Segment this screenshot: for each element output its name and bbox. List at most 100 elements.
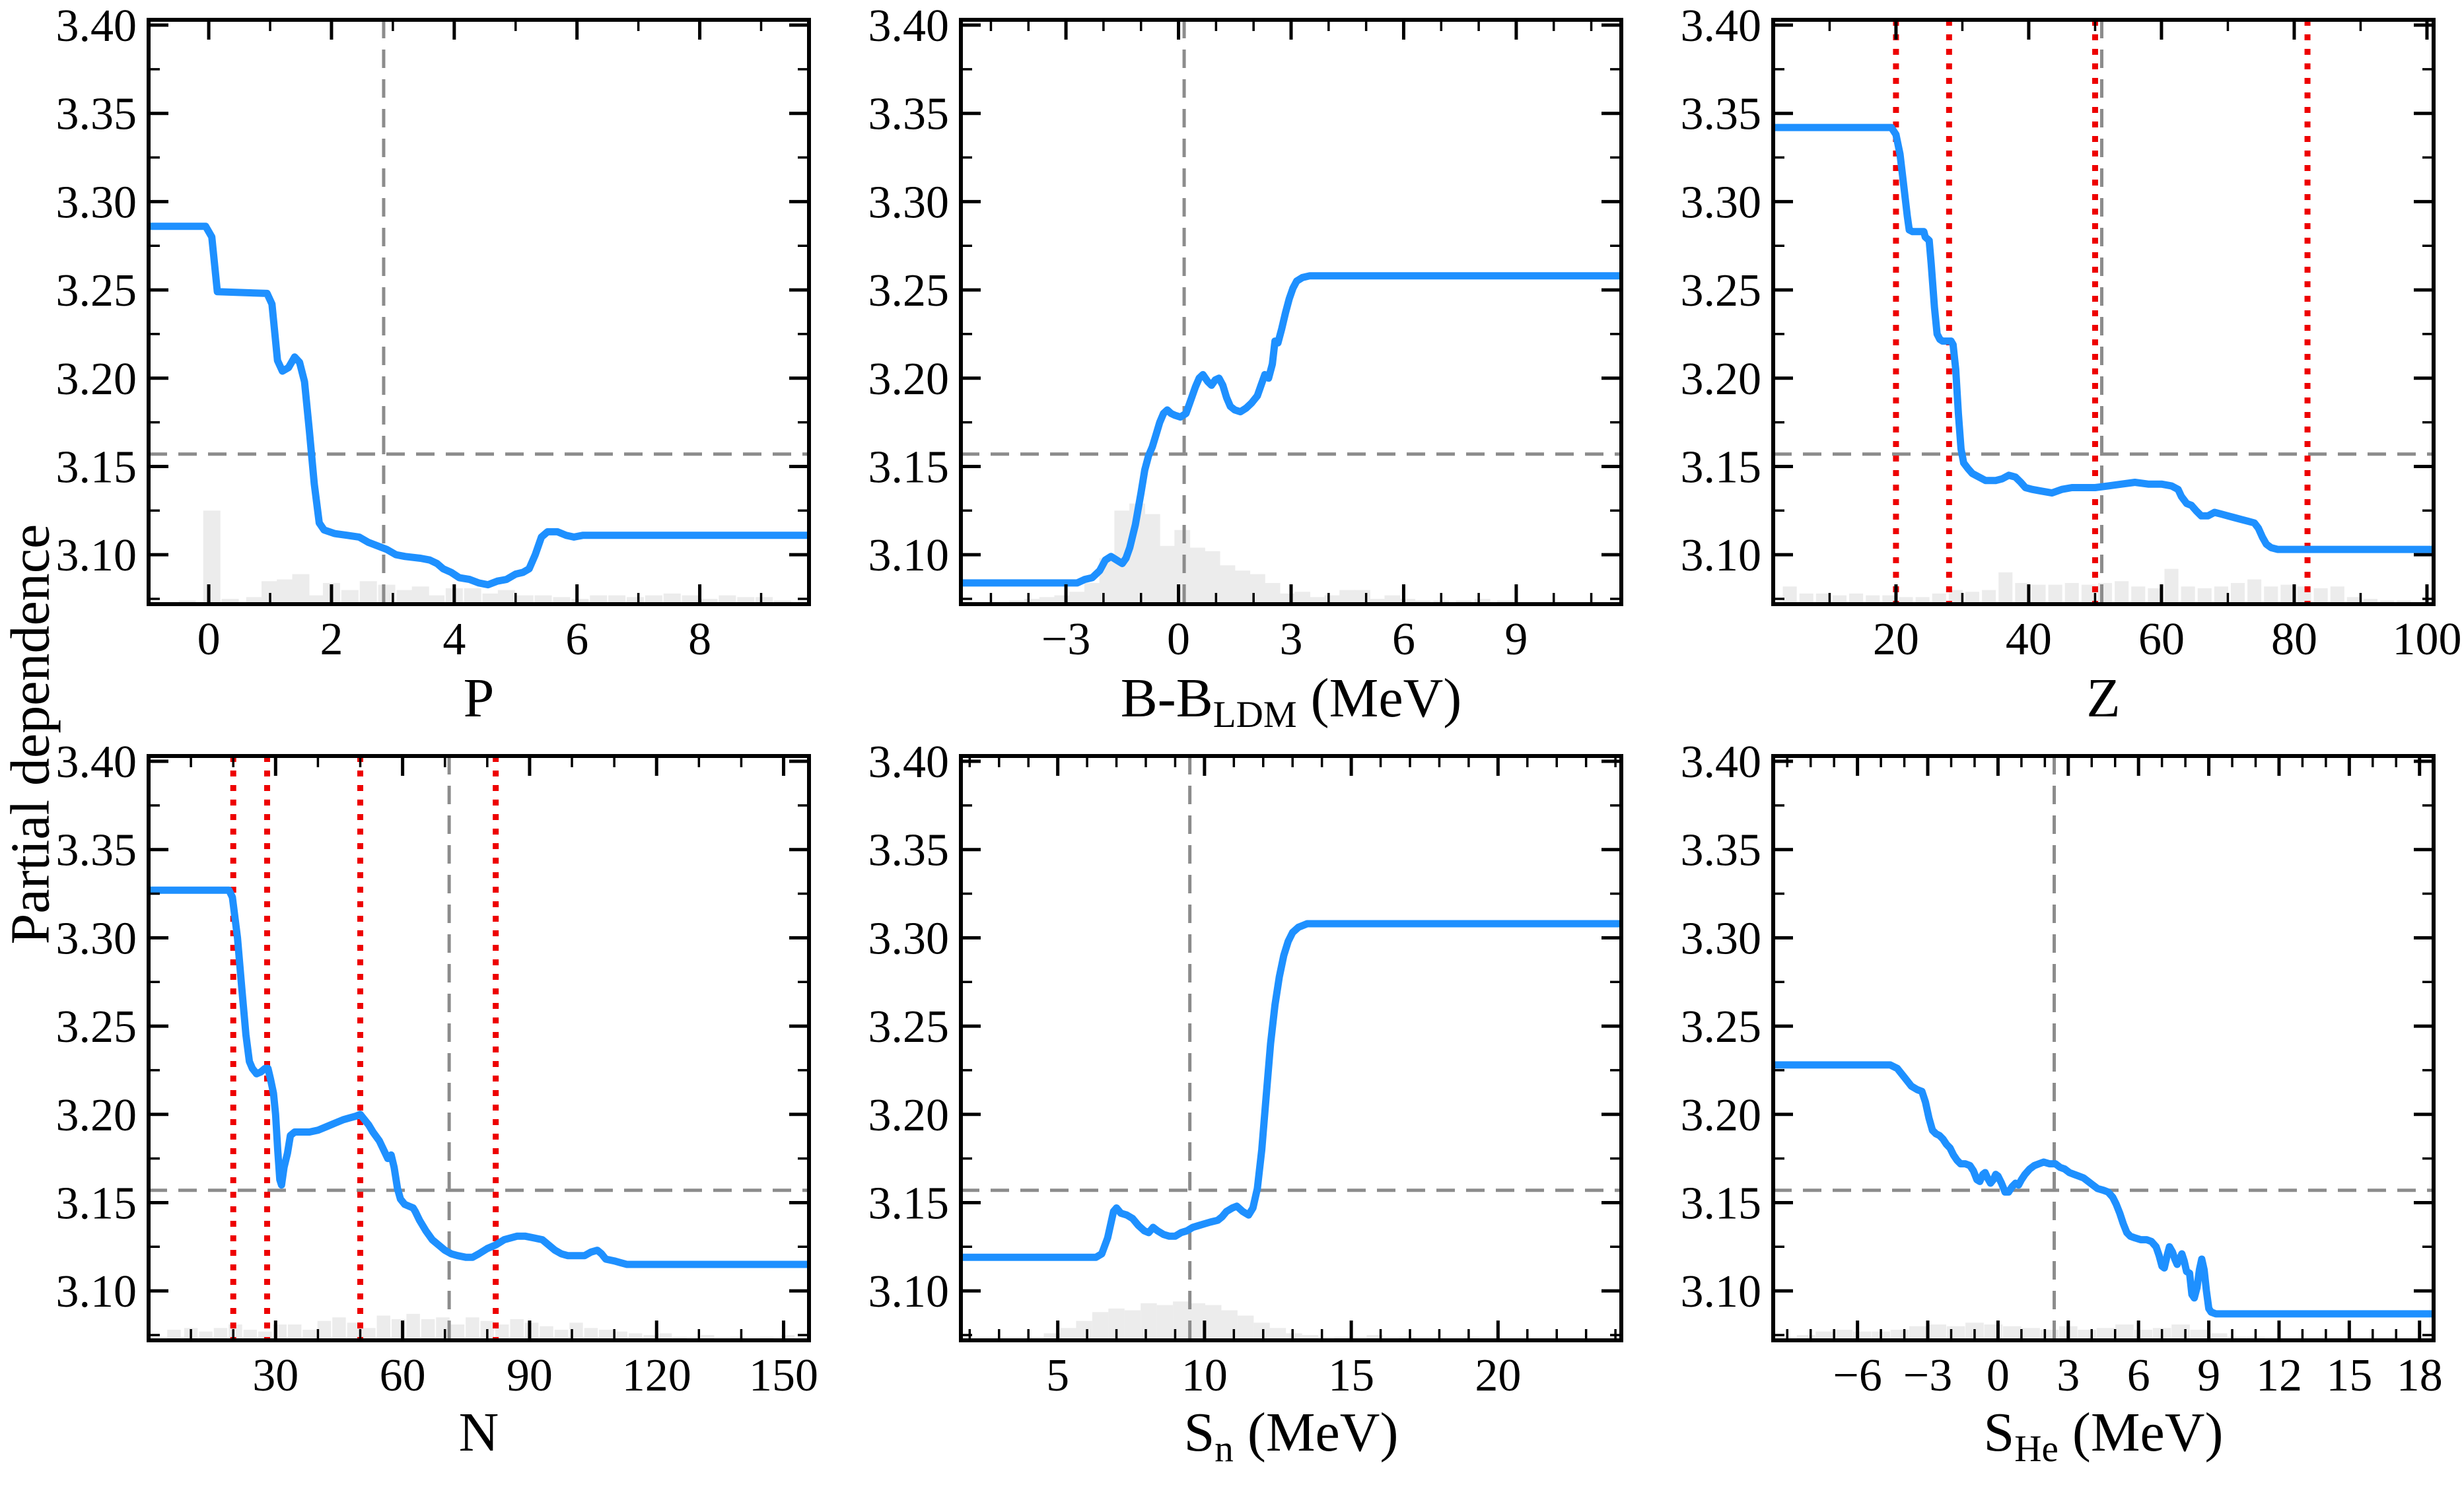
y-tick-label: 3.35 [1681, 825, 1762, 876]
x-tick-label: 150 [749, 1350, 818, 1401]
hist-bar [781, 1334, 795, 1340]
hist-bar [482, 593, 500, 604]
x-tick-label: 20 [1873, 614, 1919, 665]
hist-bar [1084, 582, 1100, 604]
y-tick-label: 3.40 [56, 1, 137, 52]
hist-bar [427, 595, 444, 604]
hist-bar [362, 1328, 376, 1340]
y-tick-label: 3.40 [56, 737, 137, 788]
panel-z-plot: 3.10 3.15 3.20 3.25 3.30 3.35 3.40 20 40 60 80 100 [1681, 1, 2462, 665]
x-axis-title-text: N [458, 1402, 499, 1463]
hist-bar [1399, 598, 1416, 604]
hist-bar [1204, 551, 1220, 604]
panel-b-bldm: 3.10 3.15 3.20 3.25 3.30 3.35 3.40 −3 0 3 6 9 [809, 0, 1661, 776]
hist-bar [2022, 1328, 2040, 1340]
hist-bar [1219, 565, 1236, 604]
y-tick-label: 3.10 [56, 1266, 137, 1317]
y-tick-label: 3.35 [1681, 89, 1762, 140]
hist-bar [534, 595, 552, 604]
hist-bar [1932, 593, 1946, 604]
y-tick-label: 3.25 [56, 1002, 137, 1052]
hist-bar [553, 597, 571, 604]
x-tick-label: 15 [1328, 1350, 1374, 1401]
panel-p-plot: 3.10 3.15 3.20 3.25 3.30 3.35 3.40 0 2 4 6 8 [56, 1, 811, 665]
hist-bar [2081, 584, 2095, 604]
x-axis-title-unit: (MeV) [1296, 668, 1462, 729]
hist-bar [2230, 582, 2245, 604]
x-axis-title-text: S [1183, 1402, 1215, 1463]
y-tick-label: 3.25 [1681, 265, 1762, 316]
y-tick-label: 3.10 [1681, 530, 1762, 581]
y-tick-label: 3.25 [56, 265, 137, 316]
hist-bar [626, 597, 644, 604]
hist-bar [332, 1317, 346, 1340]
x-tick-label: −3 [1041, 614, 1090, 665]
x-tick-label: 5 [1046, 1350, 1069, 1401]
hist-bar [450, 1324, 465, 1340]
y-tick-label: 3.40 [868, 737, 950, 788]
hist-bar [1899, 597, 1913, 604]
hist-bar [1264, 582, 1281, 604]
plot-area [1773, 20, 2434, 604]
x-tick-label: 6 [1392, 614, 1415, 665]
axes-frame [147, 18, 811, 606]
hist-bar [243, 1329, 258, 1340]
hist-bar [396, 590, 414, 604]
y-tick-label: 3.35 [56, 825, 137, 876]
hist-bar [1984, 1324, 2003, 1340]
hist-bar [1174, 530, 1191, 604]
hist-bar [510, 1319, 524, 1340]
pd-curve [961, 272, 1621, 587]
hist-bar [1039, 597, 1055, 604]
hist-bar [292, 574, 310, 604]
panel-p: 3.10 3.15 3.20 3.25 3.30 3.35 3.40 0 2 4 6 8 [0, 0, 849, 776]
x-axis-title-p: P [149, 666, 809, 739]
y-tick-label: 3.10 [868, 530, 950, 581]
x-tick-label: 90 [507, 1350, 553, 1401]
hist-bar [1866, 595, 1880, 604]
hist-bar [1915, 597, 1930, 604]
y-tick-label: 3.30 [1681, 913, 1762, 964]
hist-bar [571, 598, 589, 604]
x-tick-label: 60 [2138, 614, 2185, 665]
y-tick-label: 3.20 [868, 354, 950, 405]
x-axis-title-subscript: LDM [1213, 693, 1297, 736]
y-tick-label: 3.30 [868, 177, 950, 228]
hist-bar [590, 595, 608, 604]
x-axis-title-text: Z [2086, 668, 2121, 729]
y-tick-label: 3.15 [56, 442, 137, 493]
hist-bar [1965, 592, 1980, 604]
x-axis-title-unit: (MeV) [1233, 1402, 1399, 1463]
x-tick-label: 0 [1987, 1350, 2010, 1401]
x-tick-label: 6 [565, 614, 588, 665]
y-tick-label: 3.25 [1681, 1002, 1762, 1052]
x-tick-label: 9 [2197, 1350, 2220, 1401]
x-tick-label: 100 [2392, 614, 2461, 665]
hist-bar [1909, 1326, 1928, 1340]
y-tick-label: 3.35 [56, 89, 137, 140]
hist-bar [645, 595, 662, 604]
x-tick-label: 40 [2006, 614, 2052, 665]
panel-n: 3.10 3.15 3.20 3.25 3.30 3.35 3.40 30 60 90 120 150 [0, 736, 849, 1512]
hist-bar [317, 1321, 332, 1340]
hist-bar [2164, 568, 2179, 604]
y-tick-label: 3.10 [868, 1266, 950, 1317]
hist-bar [658, 1333, 672, 1340]
plot-area [961, 20, 1621, 604]
hist-bar [2190, 1329, 2209, 1340]
y-tick-label: 3.40 [868, 1, 950, 52]
x-axis-title-z: Z [1773, 666, 2434, 739]
x-axis-title-sn: Sn (MeV) [961, 1400, 1621, 1474]
hist-bar [221, 598, 239, 604]
hist-bar [1043, 1333, 1060, 1340]
hist-bar [1834, 1329, 1853, 1340]
hist-bar [719, 595, 736, 604]
pd-curve [1773, 1061, 2434, 1318]
y-tick-label: 3.20 [868, 1090, 950, 1141]
hist-bar [1366, 1334, 1383, 1340]
pd-curve [149, 223, 809, 589]
hist-bar [167, 1329, 181, 1340]
x-axis-title-b-bldm: B-BLDM (MeV) [961, 666, 1621, 739]
hist-bar [1234, 570, 1251, 604]
hist-bar [1249, 574, 1265, 604]
